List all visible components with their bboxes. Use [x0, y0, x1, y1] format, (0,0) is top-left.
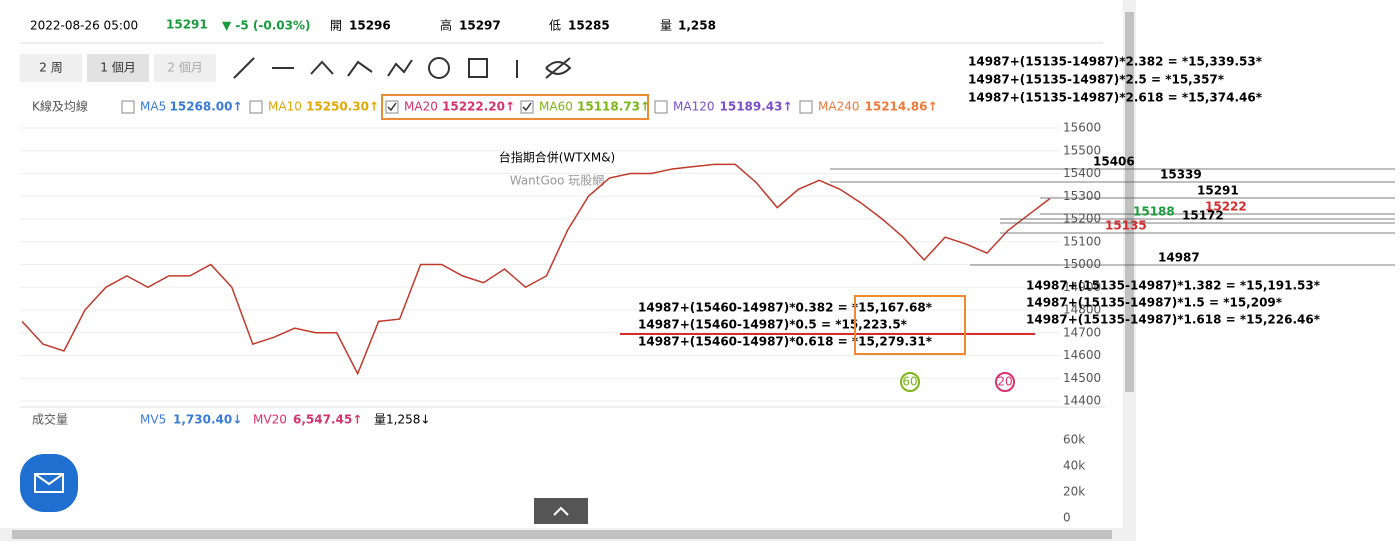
ma-name: MA10 — [268, 100, 302, 114]
collapse-button[interactable] — [534, 498, 588, 524]
open-label: 開 — [330, 19, 342, 33]
y-tick-label: 14600 — [1063, 348, 1101, 362]
retrace-text: 14987+(15135-14987)*1.618 = *15,226.46* — [1026, 313, 1321, 327]
y-tick-label: 15000 — [1063, 257, 1101, 271]
open: 15296 — [349, 19, 391, 33]
low-label: 低 — [549, 19, 561, 33]
datetime: 2022-08-26 05:00 — [30, 19, 138, 33]
fib-text: 14987+(15460-14987)*0.5 = *15,223.5* — [638, 318, 908, 332]
level-label: 15291 — [1197, 184, 1239, 198]
y-tick-label: 15600 — [1063, 121, 1101, 135]
y-tick-label: 14700 — [1063, 325, 1101, 339]
checkbox[interactable] — [249, 100, 263, 114]
y-tick-label: 15300 — [1063, 189, 1101, 203]
ma-name: MA240 — [818, 100, 859, 114]
ma-value: 15268.00↑ — [170, 100, 243, 114]
volume-label: 成交量 — [32, 412, 68, 427]
y-tick-label: 14500 — [1063, 371, 1101, 385]
mv20-name: MV20 — [253, 413, 287, 427]
draw-tools[interactable] — [233, 57, 572, 79]
ma-name: MA120 — [673, 100, 714, 114]
period-button[interactable] — [154, 54, 216, 82]
y-tick-label: 14800 — [1063, 303, 1101, 317]
extension-text: 14987+(15135-14987)*2.618 = *15,374.46* — [968, 91, 1263, 105]
ma-value: 15222.20↑ — [442, 100, 515, 114]
vol-tick-label: 40k — [1063, 459, 1085, 473]
vol: 1,258 — [678, 19, 716, 33]
ma-value: 15214.86↑ — [865, 100, 938, 114]
low: 15285 — [568, 19, 610, 33]
ma-badge — [900, 372, 920, 392]
ma-value: 15250.30↑ — [306, 100, 379, 114]
scroll-thumb[interactable] — [1125, 12, 1134, 392]
high: 15297 — [459, 19, 501, 33]
period-label[interactable]: 2 個月 — [167, 61, 202, 75]
mv5: 1,730.40↓ — [173, 413, 242, 427]
level-label: 15406 — [1093, 155, 1135, 169]
high-label: 高 — [440, 18, 452, 33]
y-tick-label: 15400 — [1063, 166, 1101, 180]
check — [387, 102, 397, 112]
ma-name: MA5 — [140, 100, 166, 114]
badge-label: 60 — [902, 375, 917, 389]
fib-text: 14987+(15460-14987)*0.382 = *15,167.68* — [638, 301, 933, 315]
extension-text: 14987+(15135-14987)*2.382 = *15,339.53* — [968, 55, 1263, 69]
y-tick-label: 15100 — [1063, 234, 1101, 248]
retrace-text: 14987+(15135-14987)*1.5 = *15,209* — [1026, 296, 1283, 310]
ma-value: 15189.43↑ — [720, 100, 793, 114]
ma-name: MA60 — [539, 100, 573, 114]
fib-text: 14987+(15460-14987)*0.618 = *15,279.31* — [638, 335, 933, 349]
period-label[interactable]: 1 個月 — [100, 61, 135, 75]
check — [522, 102, 532, 112]
level-label: 15222 — [1205, 200, 1247, 214]
price-line — [21, 163, 1051, 376]
h-thumb[interactable] — [12, 530, 1112, 539]
y-tick-label: 14400 — [1063, 394, 1101, 408]
ma-badge — [995, 372, 1015, 392]
mv20: 6,547.45↑ — [293, 413, 362, 427]
vol-tick-label: 0 — [1063, 511, 1071, 525]
mv5-name: MV5 — [140, 413, 166, 427]
vol-total: 量1,258↓ — [374, 413, 430, 427]
period-button[interactable] — [20, 54, 82, 82]
checkbox[interactable] — [121, 100, 135, 114]
vol-tick-label: 20k — [1063, 485, 1085, 499]
chevron — [553, 506, 569, 516]
price: 15291 — [166, 18, 208, 32]
retrace-text: 14987+(15135-14987)*1.382 = *15,191.53* — [1026, 279, 1321, 293]
level-label: 14987 — [1158, 251, 1200, 265]
vol-tick-label: 60k — [1063, 433, 1085, 447]
period-button[interactable] — [87, 54, 149, 82]
y-tick-label: 15200 — [1063, 212, 1101, 226]
extension-text: 14987+(15135-14987)*2.5 = *15,357* — [968, 73, 1225, 87]
checkbox[interactable] — [799, 100, 813, 114]
mail-icon — [34, 473, 64, 493]
checkbox[interactable] — [385, 100, 399, 114]
period-label[interactable]: 2 周 — [39, 61, 62, 75]
ma-value: 15118.73↑ — [577, 100, 650, 114]
level-label: 15188 — [1133, 205, 1175, 219]
watermark: WantGoo 玩股網 — [510, 174, 605, 188]
checkbox[interactable] — [520, 100, 534, 114]
y-tick-label: 15500 — [1063, 143, 1101, 157]
ma-label: K線及均線 — [32, 99, 88, 114]
checkbox[interactable] — [654, 100, 668, 114]
y-tick-label: 14900 — [1063, 280, 1101, 294]
chart-title: 台指期合併(WTXM&) — [499, 150, 616, 165]
badge-label: 20 — [997, 375, 1012, 389]
level-label: 15339 — [1160, 168, 1202, 182]
ma-name: MA20 — [404, 100, 438, 114]
change: ▼ -5 (-0.03%) — [222, 19, 311, 33]
vol-label: 量 — [660, 19, 672, 33]
result-box — [854, 295, 966, 355]
highlight-box — [381, 94, 649, 120]
level-label: 15172 — [1182, 209, 1224, 223]
level-label: 15135 — [1105, 219, 1147, 233]
